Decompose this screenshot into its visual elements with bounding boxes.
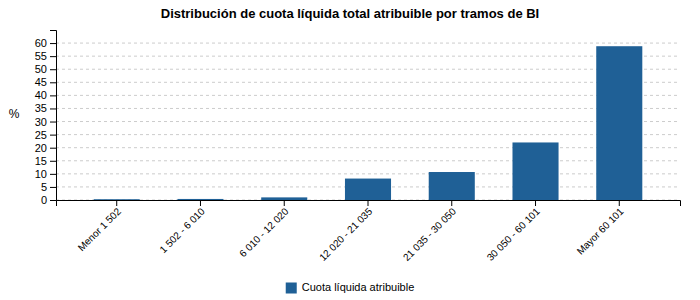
x-tick-mark xyxy=(368,200,369,206)
y-tick: 35 xyxy=(35,102,56,114)
chart: Distribución de cuota líquida total atri… xyxy=(0,0,700,300)
x-tick: Mayor 60 101 xyxy=(575,200,626,257)
bar xyxy=(94,199,140,200)
x-tick-mark xyxy=(451,200,452,206)
y-tick: 40 xyxy=(35,89,56,101)
bar xyxy=(345,179,391,200)
y-axis-title: % xyxy=(9,107,20,121)
grid-line xyxy=(56,95,680,96)
y-tick: 10 xyxy=(35,168,56,180)
y-tick-mark xyxy=(50,82,56,83)
bar xyxy=(261,197,307,200)
y-tick-mark xyxy=(50,174,56,175)
grid-line xyxy=(56,69,680,70)
bar xyxy=(596,46,642,200)
y-axis: 051015202530 354045505560 xyxy=(35,31,57,207)
y-tick-mark xyxy=(50,122,56,123)
x-tick: 6 010 - 12 020 xyxy=(237,200,291,259)
x-tick-label: Menor 1 502 xyxy=(76,205,124,253)
x-tick: 12 020 - 21 035 xyxy=(317,200,375,263)
bar xyxy=(512,142,558,200)
y-tick: 5 xyxy=(41,181,56,193)
legend: Cuota líquida atribuible xyxy=(286,281,415,294)
y-tick-mark xyxy=(50,200,56,201)
y-tick-label: 20 xyxy=(35,142,47,154)
y-tick: 30 xyxy=(35,116,56,128)
y-tick: 0 xyxy=(41,194,56,206)
y-tick-label: 45 xyxy=(35,76,47,88)
x-tick: 21 035 - 30 050 xyxy=(401,200,459,263)
bar xyxy=(429,172,475,200)
y-tick-label: 60 xyxy=(35,37,47,49)
grid-line xyxy=(56,121,680,122)
y-tick-mark xyxy=(50,108,56,109)
x-tick-label: 6 010 - 12 020 xyxy=(237,205,291,259)
bar xyxy=(177,199,223,200)
x-tick-mark xyxy=(619,200,620,206)
legend-label: Cuota líquida atribuible xyxy=(302,281,415,293)
y-tick-mark xyxy=(50,95,56,96)
y-tick: 55 xyxy=(35,50,56,62)
x-tick-label: 1 502 - 6 010 xyxy=(157,205,207,255)
y-tick-label: 5 xyxy=(41,181,47,193)
x-tick-label: 12 020 - 21 035 xyxy=(317,205,375,263)
y-tick-label: 40 xyxy=(35,89,47,101)
x-axis: Menor 1 502 1 502 - 6 010 6 010 - 12 020 12… xyxy=(57,200,681,263)
y-tick-mark xyxy=(50,187,56,188)
x-tick-mark xyxy=(535,200,536,206)
y-tick-mark xyxy=(50,161,56,162)
y-tick-mark xyxy=(50,43,56,44)
x-tick-label: 21 035 - 30 050 xyxy=(401,205,459,263)
grid-line xyxy=(56,82,680,83)
y-axis-line xyxy=(50,31,57,201)
grid-line xyxy=(56,160,680,161)
grid-line xyxy=(56,56,680,57)
y-tick-mark xyxy=(50,56,56,57)
plot: 051015202530 354045505560 Menor 1 502 1 502… xyxy=(35,31,681,263)
x-axis-line xyxy=(57,201,681,207)
y-tick-mark xyxy=(50,135,56,136)
legend-swatch xyxy=(286,283,297,294)
grid-line xyxy=(56,134,680,135)
y-tick-label: 15 xyxy=(35,155,47,167)
x-tick-label: 30 050 - 60 101 xyxy=(485,205,543,263)
y-tick-label: 50 xyxy=(35,63,47,75)
y-tick: 60 xyxy=(35,37,56,49)
x-tick: Menor 1 502 xyxy=(76,200,124,253)
y-tick: 15 xyxy=(35,155,56,167)
y-tick: 20 xyxy=(35,142,56,154)
legend-item: Cuota líquida atribuible xyxy=(286,281,415,294)
bars xyxy=(94,46,643,200)
y-tick: 50 xyxy=(35,63,56,75)
y-tick: 45 xyxy=(35,76,56,88)
grid-line xyxy=(56,108,680,109)
x-tick-mark xyxy=(200,200,201,206)
y-tick-mark xyxy=(50,69,56,70)
y-tick: 25 xyxy=(35,129,56,141)
grid-line xyxy=(56,173,680,174)
x-tick-mark xyxy=(284,200,285,206)
grid-line xyxy=(56,147,680,148)
x-tick: 1 502 - 6 010 xyxy=(157,200,207,255)
x-tick-mark xyxy=(116,200,117,206)
title: Distribución de cuota líquida total atri… xyxy=(161,6,539,21)
x-tick: 30 050 - 60 101 xyxy=(485,200,543,263)
y-tick-label: 35 xyxy=(35,102,47,114)
y-tick-label: 25 xyxy=(35,129,47,141)
x-tick-label: Mayor 60 101 xyxy=(575,205,626,256)
y-tick-label: 30 xyxy=(35,116,47,128)
y-tick-mark xyxy=(50,148,56,149)
y-tick-label: 10 xyxy=(35,168,47,180)
y-tick-label: 55 xyxy=(35,50,47,62)
y-tick-label: 0 xyxy=(41,194,47,206)
grid-line xyxy=(56,43,680,44)
grid xyxy=(56,43,680,200)
